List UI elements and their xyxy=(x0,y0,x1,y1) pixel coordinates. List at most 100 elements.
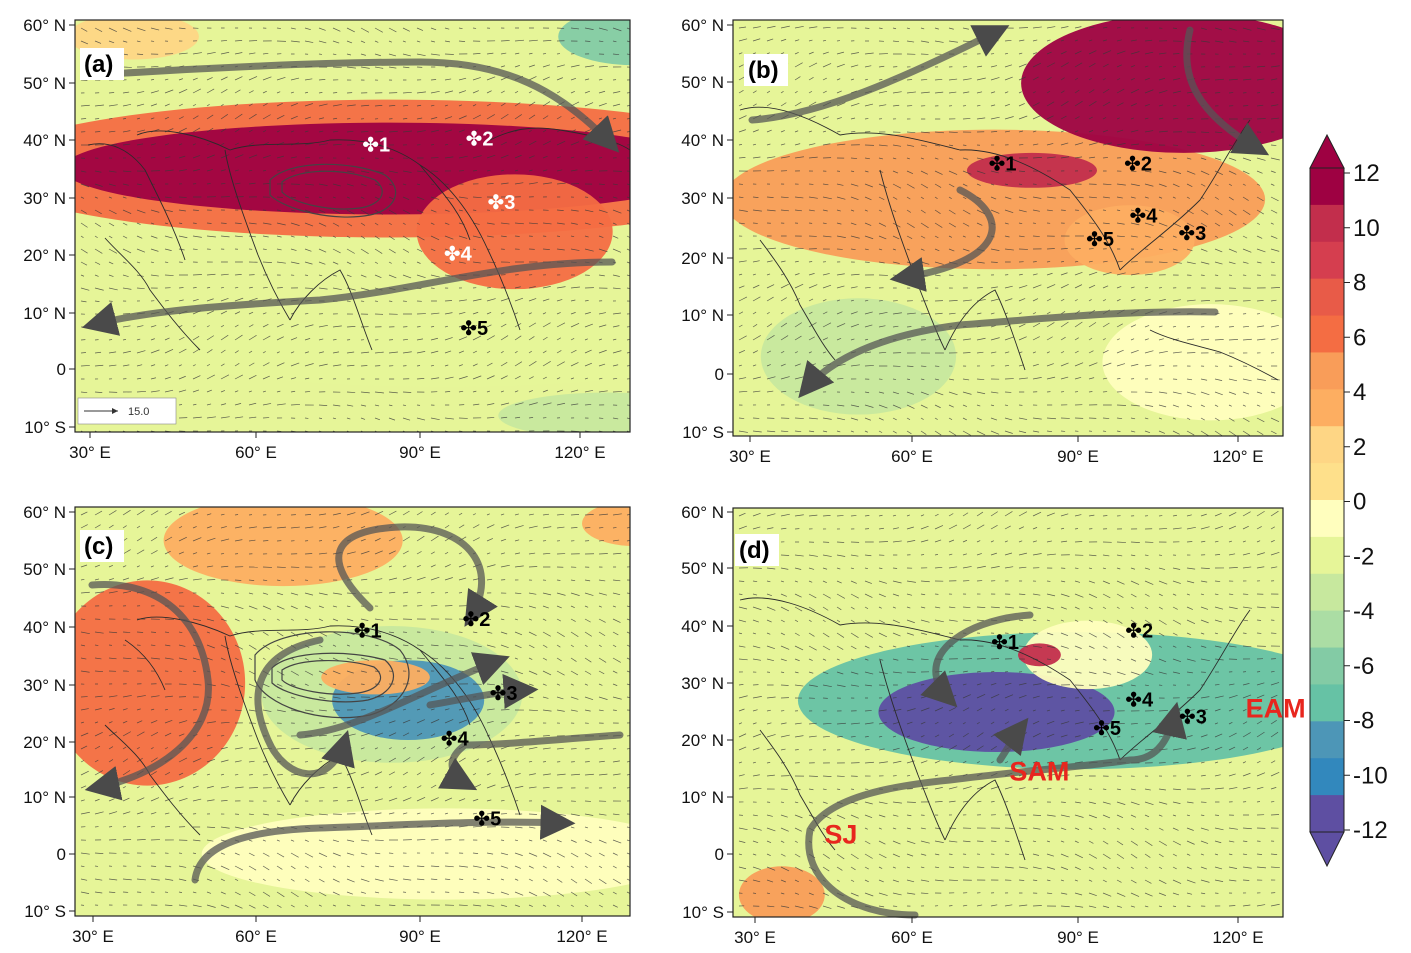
wind-vector xyxy=(80,170,87,173)
wind-vector xyxy=(262,222,272,225)
wind-vector xyxy=(234,670,241,674)
wind-vector xyxy=(738,708,745,712)
wind-vector xyxy=(1102,814,1111,819)
wind-vector xyxy=(794,209,802,212)
wind-vector xyxy=(486,759,493,763)
wind-vector xyxy=(780,748,786,751)
wind-vector xyxy=(976,170,986,175)
wind-vector xyxy=(1018,695,1027,699)
wind-vector xyxy=(388,812,395,815)
wind-vector xyxy=(374,222,379,226)
wind-vector xyxy=(1228,773,1236,777)
wind-vector xyxy=(584,349,592,354)
wind-vector xyxy=(234,129,240,133)
wind-vector xyxy=(1228,222,1234,226)
wind-vector xyxy=(850,338,855,341)
wind-vector xyxy=(612,826,617,829)
wind-vector xyxy=(1004,248,1014,251)
wind-vector xyxy=(1088,735,1094,738)
wind-vector xyxy=(1018,566,1027,569)
wind-vector xyxy=(864,814,873,819)
wind-vector xyxy=(948,619,958,622)
wind-vector xyxy=(1004,196,1012,200)
wind-vector xyxy=(220,670,226,673)
wind-vector xyxy=(906,853,914,857)
wind-vector xyxy=(612,417,619,420)
wind-vector xyxy=(290,351,295,354)
wind-vector xyxy=(990,351,997,354)
wind-vector xyxy=(444,551,449,555)
wind-vector xyxy=(318,248,327,253)
wind-vector xyxy=(1074,130,1079,133)
wind-vector xyxy=(178,865,187,868)
wind-vector xyxy=(1242,732,1251,738)
wind-vector xyxy=(1046,853,1054,857)
wind-vector xyxy=(178,657,187,660)
wind-vector xyxy=(1228,708,1234,712)
wind-vector xyxy=(794,156,804,159)
wind-vector xyxy=(892,801,902,804)
wind-vector xyxy=(220,114,229,120)
wind-vector xyxy=(1200,222,1208,227)
wind-vector xyxy=(990,209,1000,214)
lat-tick-label: 60° N xyxy=(23,503,66,522)
wind-vector xyxy=(80,745,88,750)
wind-vector xyxy=(948,274,954,276)
wind-vector xyxy=(416,564,421,568)
wind-vector xyxy=(948,417,953,421)
wind-vector xyxy=(598,377,603,380)
wind-vector xyxy=(1144,567,1151,570)
wind-vector xyxy=(1270,248,1280,252)
wind-vector xyxy=(528,402,538,406)
lat-tick-label: 40° N xyxy=(23,131,66,150)
wind-vector xyxy=(752,335,761,341)
wind-vector xyxy=(150,757,158,763)
wind-vector xyxy=(906,735,911,738)
wind-vector xyxy=(906,775,911,777)
wind-vector xyxy=(1102,606,1107,610)
wind-vector xyxy=(1270,157,1280,161)
wind-vector xyxy=(1018,866,1028,869)
wind-vector xyxy=(304,351,309,354)
wind-vector xyxy=(1018,235,1025,238)
wind-vector xyxy=(1172,104,1177,107)
wind-vector xyxy=(990,671,995,673)
wind-vector xyxy=(458,524,465,529)
wind-vector xyxy=(1270,510,1279,517)
wind-vector xyxy=(542,552,551,555)
wind-vector xyxy=(1046,645,1056,649)
wind-vector xyxy=(206,746,213,750)
wind-vector xyxy=(612,248,622,253)
wind-vector xyxy=(206,77,213,81)
wind-vector xyxy=(990,91,996,94)
wind-vector xyxy=(234,826,244,830)
wind-vector xyxy=(500,361,508,367)
wind-vector xyxy=(304,209,311,213)
wind-vector xyxy=(976,337,986,341)
wind-vector xyxy=(1116,117,1120,120)
wind-vector xyxy=(80,365,90,367)
wind-vector xyxy=(472,878,477,881)
wind-vector xyxy=(1102,749,1108,751)
wind-vector xyxy=(192,773,197,776)
wind-vector xyxy=(528,670,538,675)
wind-vector xyxy=(1102,117,1107,120)
wind-vector xyxy=(934,513,939,517)
wind-vector xyxy=(1130,117,1135,120)
wind-vector xyxy=(738,377,747,380)
wind-vector xyxy=(206,325,210,328)
wind-vector xyxy=(1214,840,1222,844)
wind-vector xyxy=(304,865,309,869)
wind-vector xyxy=(864,351,872,354)
wind-vector xyxy=(752,632,757,635)
wind-vector xyxy=(388,878,398,881)
wind-vector xyxy=(206,335,214,341)
wind-vector xyxy=(766,25,776,29)
wind-vector xyxy=(528,222,538,225)
wind-vector xyxy=(598,773,608,776)
wind-vector xyxy=(1032,787,1039,790)
wind-vector xyxy=(626,865,630,868)
wind-vector xyxy=(416,378,425,380)
wind-vector xyxy=(416,196,425,200)
wind-vector xyxy=(1228,827,1238,830)
